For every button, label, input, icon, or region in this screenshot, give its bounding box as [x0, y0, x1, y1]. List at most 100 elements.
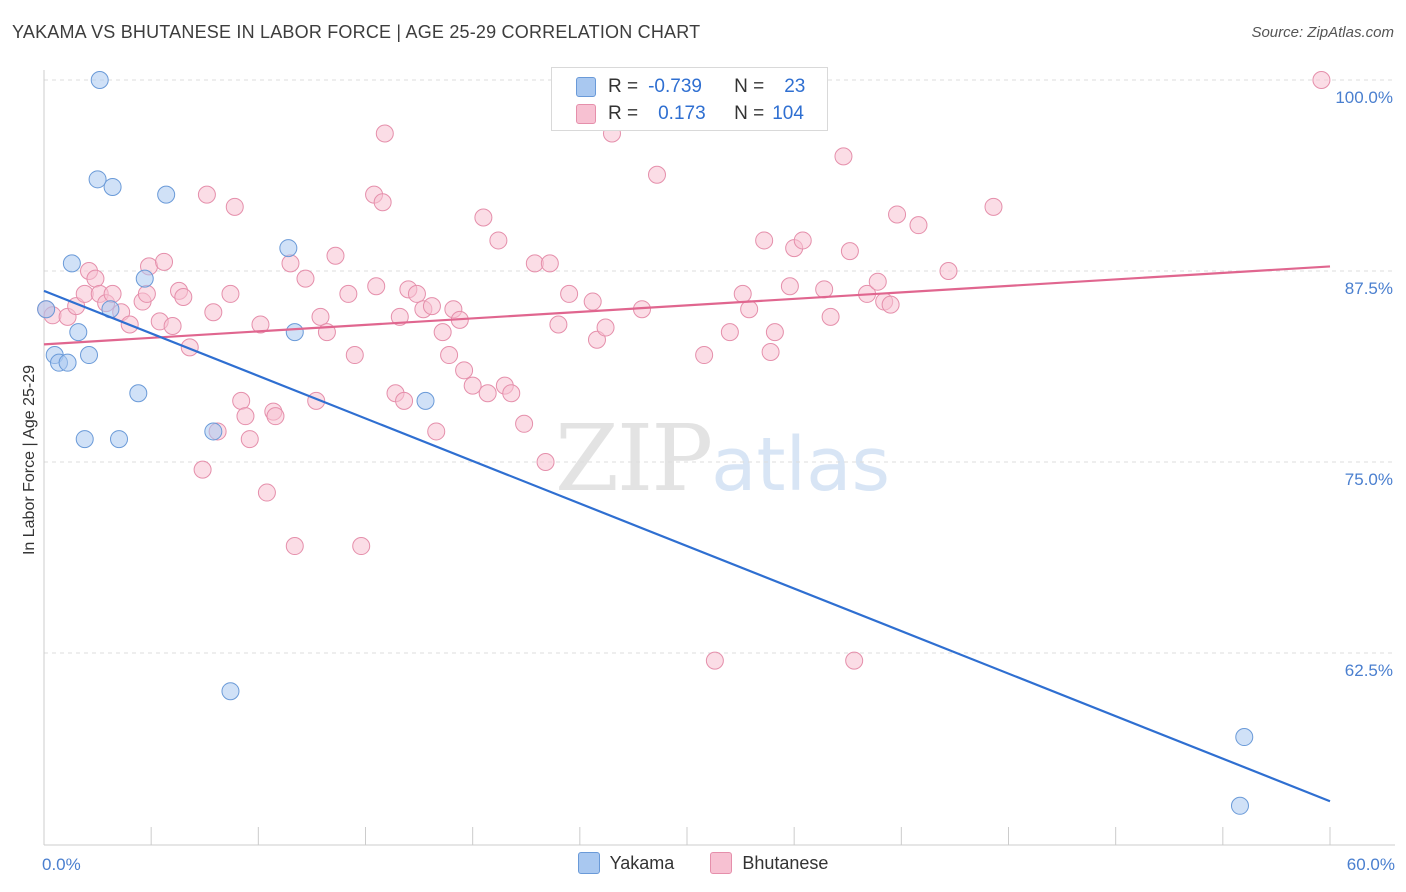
bhutanese-point-49 — [390, 307, 409, 326]
watermark-atlas: atlas — [711, 422, 890, 508]
yakama-point-0 — [37, 300, 56, 319]
yakama-point-9 — [90, 71, 109, 89]
bhutanese-point-25 — [221, 284, 240, 303]
yakama-point-14 — [135, 269, 154, 288]
bhutanese-point-85 — [761, 342, 780, 361]
bhutanese-point-74 — [587, 330, 606, 349]
bhutanese-point-54 — [422, 297, 441, 316]
bhutanese-point-28 — [236, 407, 255, 426]
bhutanese-point-16 — [155, 252, 174, 271]
bhutanese-point-34 — [281, 254, 300, 273]
bhutanese-point-52 — [407, 284, 426, 303]
bhutanese-point-31 — [257, 483, 276, 502]
bhutanese-point-62 — [474, 208, 493, 227]
watermark: ZIPatlas — [555, 405, 890, 512]
bhutanese-point-73 — [583, 292, 602, 311]
legend-row-bhutanese: R = 0.173 N = 104 — [576, 101, 804, 127]
bhutanese-point-40 — [326, 246, 345, 265]
bhutanese-point-60 — [455, 361, 474, 380]
bhutanese-point-46 — [373, 193, 392, 212]
bhutanese-point-89 — [793, 231, 812, 250]
bhutanese-point-6 — [86, 269, 105, 288]
bhutanese-point-26 — [225, 197, 244, 216]
bhutanese-point-55 — [427, 422, 446, 441]
bhutanese-point-64 — [489, 231, 508, 250]
bhutanese-point-4 — [75, 284, 94, 303]
source-label: Source: ZipAtlas.com — [1251, 24, 1394, 41]
bhutanese-point-19 — [174, 287, 193, 306]
yakama-legend-label: Yakama — [609, 852, 675, 873]
x-tick-label-1: 60.0% — [1347, 855, 1395, 874]
bhutanese-point-99 — [888, 205, 907, 224]
bhutanese-point-91 — [821, 307, 840, 326]
bhutanese-point-98 — [881, 295, 900, 314]
legend-item-bhutanese[interactable]: Bhutanese — [710, 852, 828, 874]
bhutanese-points — [37, 71, 1331, 670]
y-tick-label-0: 100.0% — [1335, 88, 1393, 107]
bhutanese-point-82 — [733, 284, 752, 303]
yakama-points — [37, 71, 1254, 815]
bhutanese-point-41 — [339, 284, 358, 303]
yakama-point-7 — [80, 346, 99, 365]
bhutanese-n-label: N = — [734, 103, 765, 124]
yakama-point-4 — [62, 254, 81, 273]
bhutanese-point-47 — [375, 124, 394, 143]
chart-title: YAKAMA VS BHUTANESE IN LABOR FORCE | AGE… — [12, 22, 701, 42]
bhutanese-point-90 — [815, 280, 834, 299]
yakama-point-5 — [69, 323, 88, 342]
bhutanese-r-label: R = — [608, 103, 639, 124]
bhutanese-point-83 — [740, 300, 759, 319]
bhutanese-point-81 — [720, 323, 739, 342]
trend-lines — [43, 265, 1331, 803]
yakama-swatch — [576, 77, 596, 97]
stats-legend: R = -0.739 N = 23 R = 0.173 N = 104 — [551, 67, 828, 131]
bhutanese-point-57 — [440, 346, 459, 365]
bhutanese-point-20 — [180, 338, 199, 357]
yakama-point-13 — [129, 384, 148, 403]
bhutanese-n-value: 104 — [772, 103, 804, 124]
bhutanese-point-45 — [367, 277, 386, 296]
bhutanese-point-22 — [197, 185, 216, 204]
yakama-point-22 — [1230, 796, 1249, 815]
yakama-point-19 — [285, 323, 304, 342]
bhutanese-point-29 — [240, 430, 259, 449]
series-legend: Yakama Bhutanese — [0, 852, 1406, 874]
bhutanese-point-63 — [478, 384, 497, 403]
bhutanese-point-67 — [515, 414, 534, 433]
bhutanese-point-50 — [395, 391, 414, 410]
bhutanese-point-103 — [1312, 71, 1331, 89]
legend-item-yakama[interactable]: Yakama — [577, 852, 675, 874]
bhutanese-point-92 — [834, 147, 853, 166]
bhutanese-point-56 — [433, 323, 452, 342]
bhutanese-point-21 — [193, 460, 212, 479]
bhutanese-point-27 — [232, 391, 251, 410]
grid-lines — [44, 79, 1395, 654]
bhutanese-point-17 — [163, 317, 182, 336]
bhutanese-point-61 — [463, 376, 482, 395]
yakama-point-21 — [1235, 728, 1254, 747]
axes — [43, 70, 1395, 846]
y-tick-label-1: 87.5% — [1345, 279, 1393, 298]
yakama-trend-line — [43, 289, 1331, 803]
yakama-point-17 — [221, 682, 240, 701]
y-tick-label-3: 62.5% — [1345, 661, 1393, 680]
yakama-point-18 — [279, 239, 298, 258]
yakama-n-value: 23 — [784, 76, 806, 97]
bhutanese-point-75 — [596, 318, 615, 337]
yakama-r-label: R = — [608, 76, 639, 97]
tick-labels: 100.0% 87.5% 75.0% 62.5% 0.0% 60.0% — [42, 88, 1395, 874]
bhutanese-r-value: 0.173 — [658, 103, 706, 124]
bhutanese-point-35 — [285, 537, 304, 556]
watermark-zip: ZIP — [555, 405, 713, 512]
bhutanese-point-33 — [266, 407, 285, 426]
yakama-legend-swatch — [577, 852, 600, 874]
y-tick-label-2: 75.0% — [1345, 470, 1393, 489]
bhutanese-point-102 — [984, 197, 1003, 216]
bhutanese-trend-line — [43, 265, 1331, 346]
bhutanese-point-9 — [103, 284, 122, 303]
yakama-point-6 — [75, 430, 94, 449]
bhutanese-point-23 — [204, 303, 223, 322]
bhutanese-point-84 — [755, 231, 774, 250]
bhutanese-legend-label: Bhutanese — [742, 852, 829, 873]
